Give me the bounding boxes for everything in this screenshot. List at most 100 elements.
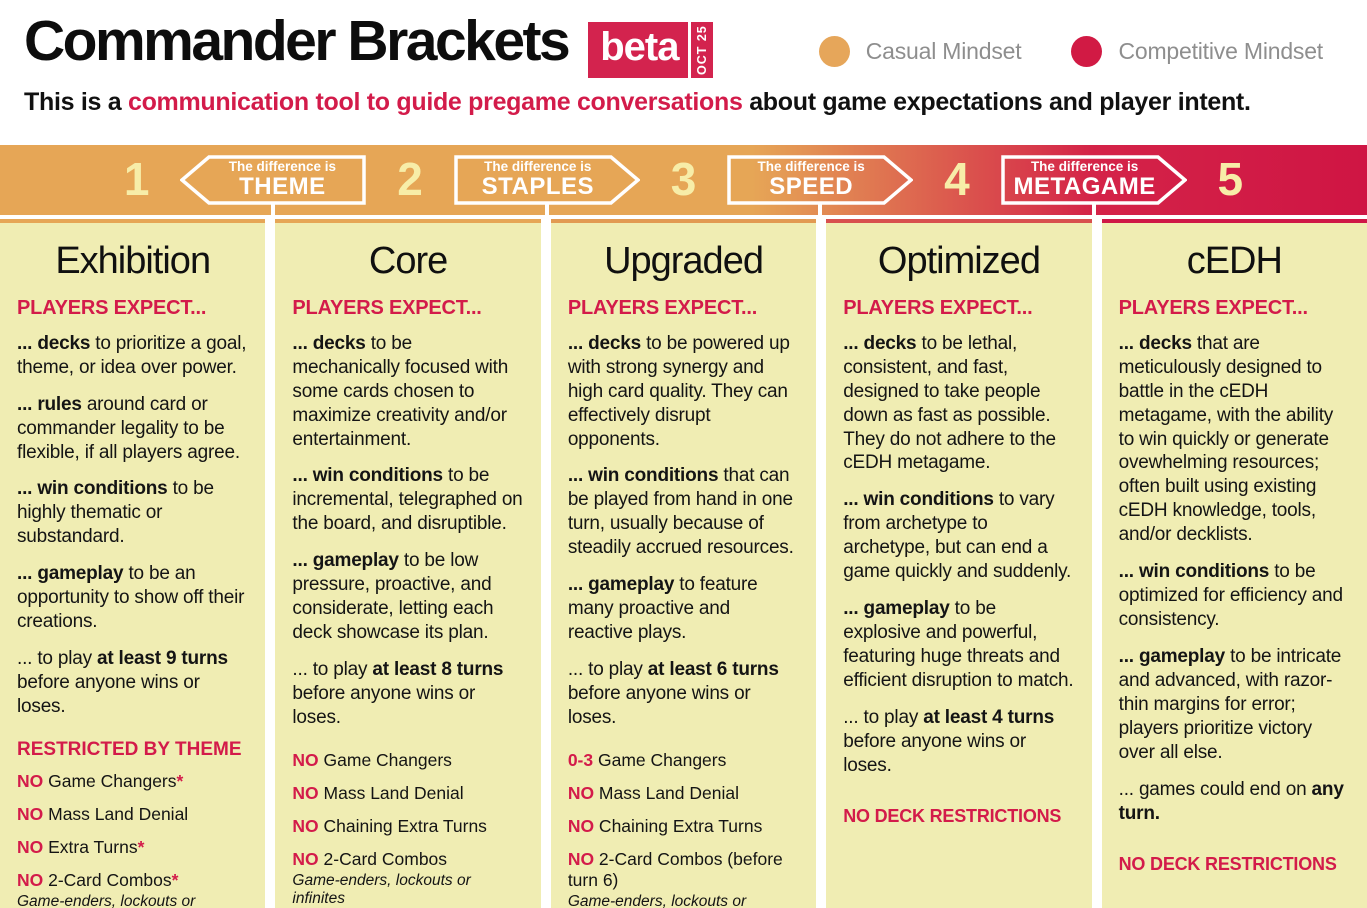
restriction-subtext: Game-enders, lockouts or infinites [17,892,196,908]
column-title: Core [368,240,448,282]
expectation-paragraph: ... win conditions to be optimized for e… [1119,560,1350,632]
expectation-paragraph: ... decks to prioritize a goal, theme, o… [17,332,248,380]
restriction-text: 2-Card Combos (before turn 6) [567,848,783,890]
beta-badge: beta OCT 25 [588,22,714,78]
restriction-item: NO 2-Card Combos (before turn 6) Game-end… [568,849,799,908]
arrow-right-shape-icon [1000,155,1187,205]
expectation-paragraph: ... decks to be powered up with strong s… [568,332,799,452]
bracket-number-3: 3 [670,152,697,205]
restriction-tag: NO [567,782,595,803]
restriction-tag: NO [292,848,319,869]
arrow-text: The difference is THEME [180,155,366,205]
expectation-paragraph: ... win conditions that can be played fr… [568,464,799,560]
players-expect-header: PLAYERS EXPECT... [17,296,207,319]
no-deck-restrictions-label: NO DECK RESTRICTIONS [1118,853,1337,874]
column-cedh: cEDH PLAYERS EXPECT... ... decks that are … [1101,219,1367,908]
expectation-paragraph: ... gameplay to be an opportunity to sho… [17,562,248,634]
page-title: Commander Brackets [24,9,571,73]
legend-label: Competitive Mindset [1118,38,1323,64]
expectation-paragraph: ... gameplay to feature many proactive a… [568,573,799,645]
restriction-item: NO Game Changers [292,750,523,771]
competitive-mindset-dot-icon [1071,36,1103,67]
expectation-paragraph: ... to play at least 9 turns before anyo… [17,647,248,719]
restrictions-list: 0-3 Game Changers NO Mass Land Denial NO C… [568,750,799,908]
restrictions-list: RESTRICTED BY THEME NO Game Changers* NO M… [17,739,248,908]
text-segment: ... decks [292,332,366,354]
arrow-big-label: THEME [239,173,326,201]
expectation-paragraph: ... win conditions to vary from archetyp… [843,488,1074,584]
text-segment: before anyone wins or loses. [843,730,1026,776]
bracket-scale-bar: 1 2 3 4 5 The difference is THEME The differenc… [0,145,1367,215]
expectation-paragraph: ... decks to be lethal, consistent, and … [843,332,1074,476]
arrow-small-label: The difference is [1030,158,1139,174]
expectation-paragraph: ... gameplay to be intricate and advance… [1119,645,1350,765]
text-segment: at least 9 turns [96,648,228,670]
difference-arrow-metagame: The difference is METAGAME [1000,155,1187,205]
restriction-item: NO Mass Land Denial [568,783,799,804]
text-segment: ... decks [843,332,917,354]
restriction-tag: NO [292,782,319,803]
title-row: Commander Brackets beta OCT 25 Casual Mi… [24,0,1367,78]
column-upgraded: Upgraded PLAYERS EXPECT... ... decks to be… [550,219,817,908]
arrow-text: The difference is METAGAME [1001,155,1187,205]
arrow-big-label: STAPLES [481,173,594,201]
text-segment: to be highly thematic or substandard. [17,478,214,548]
arrow-stem [271,203,276,215]
text-segment: ... decks [567,332,642,354]
arrow-small-label: The difference is [228,158,337,174]
expectation-paragraph: ... win conditions to be incremental, te… [292,464,523,536]
arrow-small-label: The difference is [484,158,592,174]
text-segment: to be explosive and powerful, featuring … [843,598,1074,691]
text-segment: at least 8 turns [372,659,504,681]
bracket-number-2: 2 [397,152,423,205]
text-segment: that can be played from hand in one turn… [567,465,794,559]
text-segment: to be incremental, telegraphed on the bo… [292,465,523,535]
arrow-stem [544,203,549,215]
legend-item-casual-mindset: Casual Mindset [818,36,1022,67]
restriction-item: NO 2-Card Combos Game-enders, lockouts or… [292,849,523,908]
restriction-item: NO Extra Turns* [17,837,248,858]
text-segment: to feature many proactive and reactive p… [567,574,758,644]
expectation-paragraph: ... rules around card or commander legal… [17,393,248,465]
text-segment: ... to play [17,648,97,670]
column-title: Optimized [877,240,1041,282]
arrow-small-label: The difference is [757,158,865,174]
text-segment: ... gameplay [843,598,950,620]
text-segment: ... gameplay [567,574,675,596]
text-segment: to vary from archetype to archetype, but… [843,489,1072,583]
bracket-columns: Exhibition PLAYERS EXPECT... ... decks to … [0,215,1367,908]
expectation-paragraph: ... decks to be mechanically focused wit… [292,332,523,452]
restriction-tag: NO [292,749,319,770]
restriction-text: 2-Card Combos [318,848,448,869]
restriction-asterisk: * [137,836,145,857]
arrow-right-shape-icon [454,155,640,205]
restriction-tag: NO [17,869,44,890]
restriction-item: NO Game Changers* [17,771,248,792]
restriction-text: Mass Land Denial [318,782,464,803]
expectation-paragraph: ... games could end on any turn. [1119,778,1350,826]
text-segment: ... decks [1118,332,1192,354]
text-segment: ... win conditions [17,478,168,500]
difference-arrow-staples: The difference is STAPLES [454,155,640,205]
expectation-paragraph: ... decks that are meticulously designed… [1119,332,1350,547]
arrow-stem [1091,203,1096,215]
players-expect-header: PLAYERS EXPECT... [292,296,482,319]
text-segment: that are meticulously designed to battle… [1118,332,1334,546]
text-segment: to be low pressure, proactive, and consi… [292,550,494,644]
arrow-text: The difference is STAPLES [454,155,640,205]
text-segment: ... to play [843,706,924,728]
expectation-paragraph: ... gameplay to be explosive and powerfu… [843,597,1074,693]
restriction-item: NO Chaining Extra Turns [568,816,799,837]
restriction-subtext: Game-enders, lockouts or infinites [567,892,747,908]
text-segment: to be lethal, consistent, and fast, desi… [843,332,1056,474]
restriction-tag: NO [17,803,44,824]
expectation-paragraph: ... to play at least 4 turns before anyo… [843,706,1074,778]
text-segment: communication tool to guide pregame conv… [127,88,743,116]
restriction-text: Game Changers [593,749,727,770]
column-title: Exhibition [55,240,211,282]
text-segment: ... games could end on [1118,778,1312,800]
text-segment: ... to play [567,659,648,681]
restriction-asterisk: * [176,770,184,791]
restriction-text: Chaining Extra Turns [594,815,763,836]
